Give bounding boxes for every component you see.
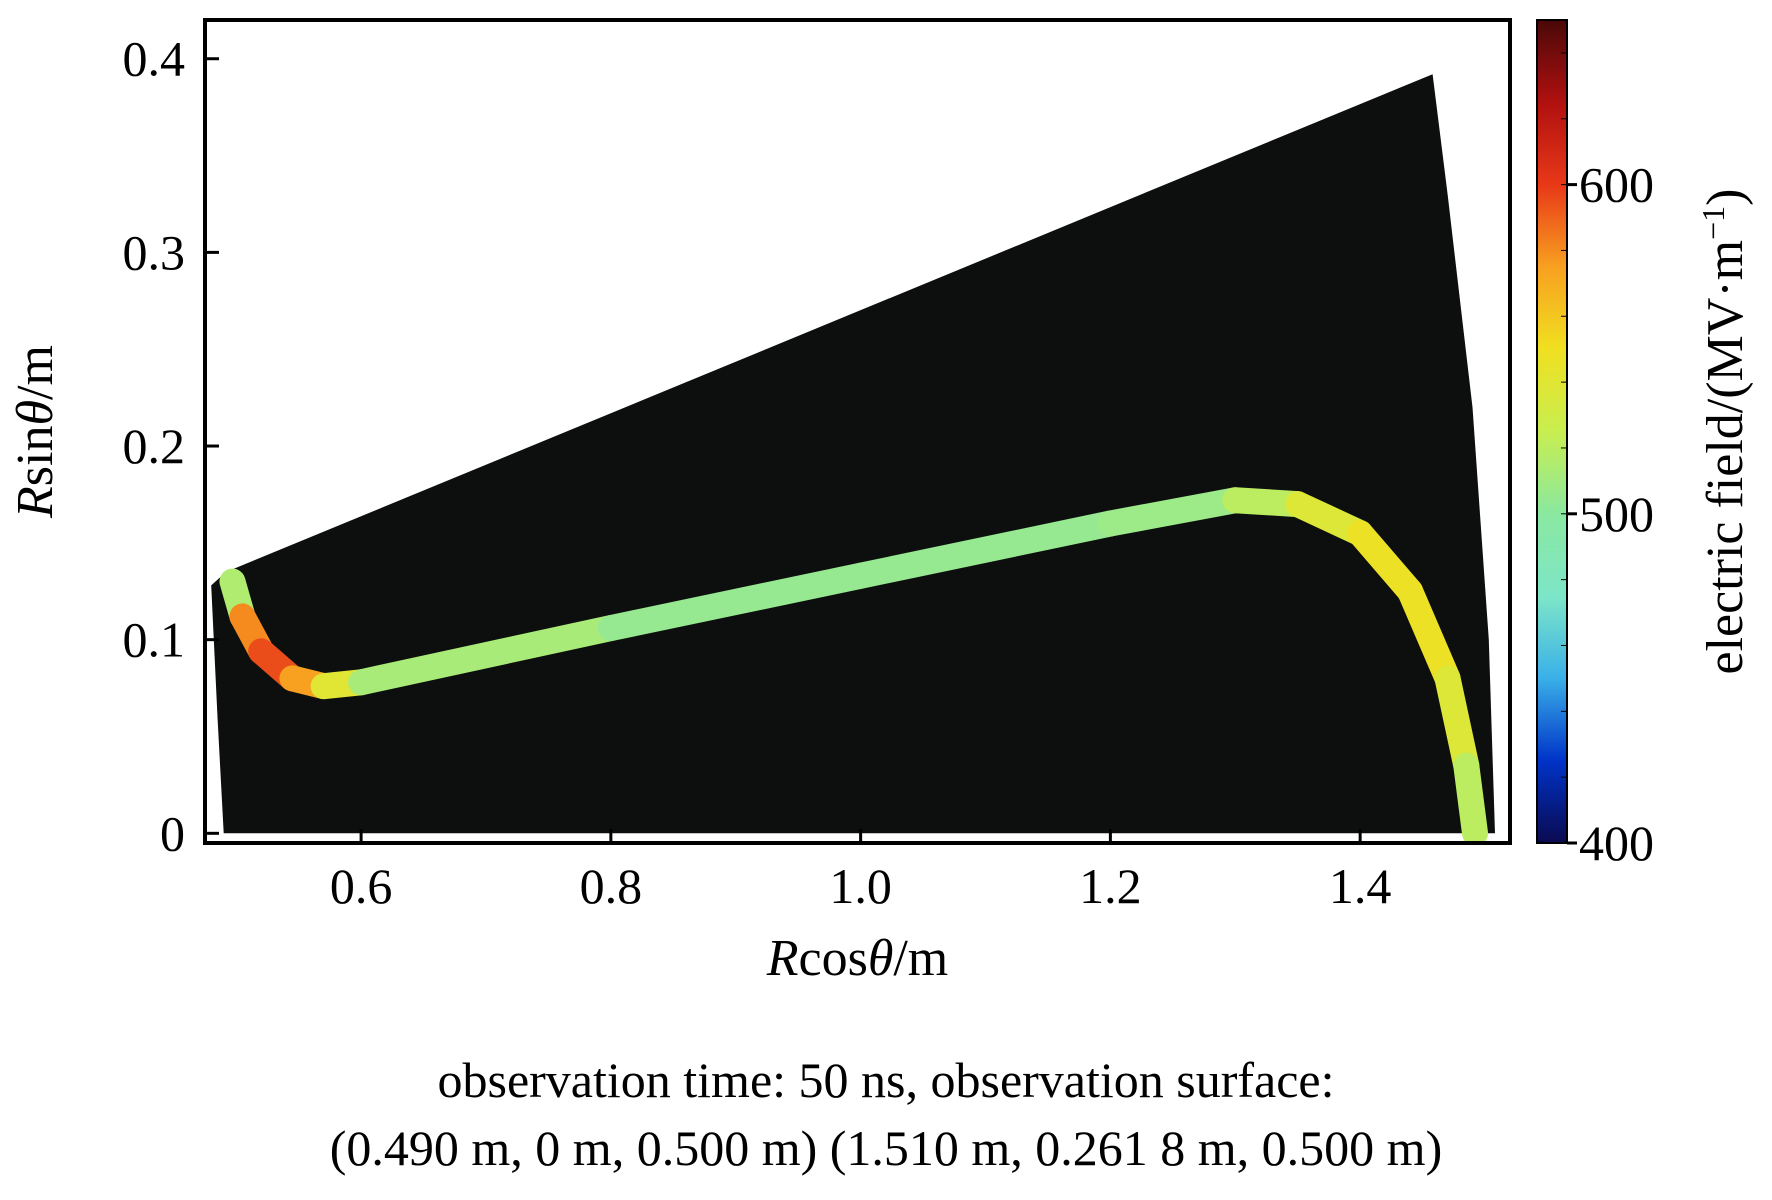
wavefront-segment [1434, 665, 1480, 779]
x-tick-label: 0.6 [330, 858, 393, 914]
wavefront-segment [348, 615, 624, 696]
wavefront-segment [847, 510, 1124, 589]
y-tick-label: 0.4 [123, 31, 186, 87]
colorbar-gradient [1536, 19, 1568, 844]
caption-line-2: (0.490 m, 0 m, 0.500 m) (1.510 m, 0.261 … [329, 1120, 1443, 1176]
y-tick-label: 0.2 [123, 418, 186, 474]
wavefront-segment [1097, 487, 1249, 537]
y-axis: 0 0.1 0.2 0.3 0.4 [123, 31, 219, 861]
y-tick-label: 0.1 [123, 612, 186, 668]
x-tick-label: 1.2 [1079, 858, 1142, 914]
x-axis: 0.6 0.8 1.0 1.2 1.4 [330, 829, 1392, 914]
colorbar-label: electric field/(MV·m−1) [1695, 189, 1754, 675]
electric-field-wavefront [219, 487, 1489, 843]
x-tick-label: 0.8 [580, 858, 643, 914]
y-tick-label: 0 [160, 805, 185, 861]
caption-line-1: observation time: 50 ns, observation sur… [437, 1052, 1335, 1108]
y-tick-label: 0.3 [123, 224, 186, 280]
plot-frame [203, 18, 1512, 845]
colorbar-ticks: 400 500 600 [1561, 52, 1654, 871]
wavefront-segment [1397, 578, 1461, 692]
x-tick-label: 1.4 [1329, 858, 1392, 914]
simulation-domain [211, 74, 1496, 834]
wavefront-segment [597, 562, 874, 642]
y-axis-label: Rsinθ/m [7, 345, 64, 519]
colorbar-tick-label: 500 [1579, 486, 1654, 542]
colorbar-tick-label: 600 [1579, 157, 1654, 213]
x-axis-label: Rcosθ/m [766, 930, 949, 987]
wavefront-segment [1453, 752, 1489, 843]
colorbar: 400 500 600 electric field/(MV·m−1) [1536, 19, 1754, 871]
x-tick-label: 1.0 [829, 858, 892, 914]
colorbar-tick-label: 400 [1579, 815, 1654, 871]
